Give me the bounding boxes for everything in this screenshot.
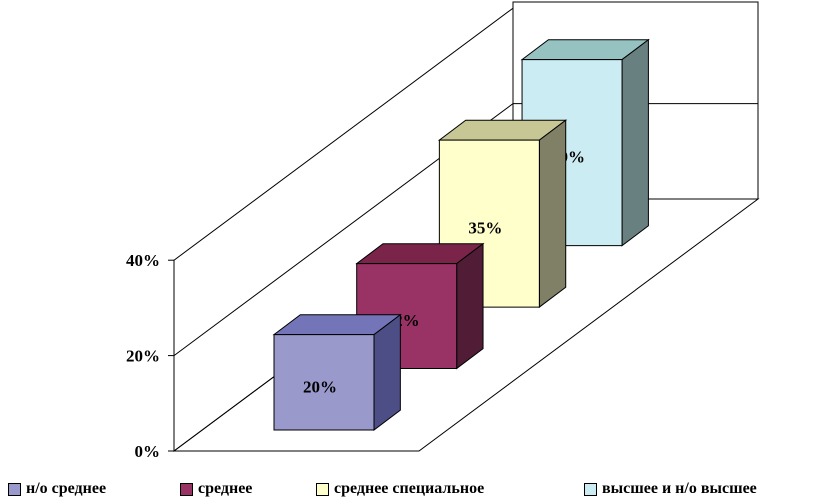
bar-chart-3d: 0% 20% 40% 39%35%22%20% [126,1,760,461]
legend-swatch [316,482,329,496]
bar-front [273,334,375,431]
back-wall [512,1,759,200]
legend-item: среднее [180,480,252,498]
legend-item: н/о среднее [8,480,106,498]
y-tick-label: 20% [126,347,160,366]
data-label: 35% [468,219,502,238]
legend-label: среднее специальное [334,480,485,497]
bar-side [538,119,567,309]
y-tick-label: 0% [135,442,161,461]
bar-side [373,313,401,432]
data-label: 20% [303,377,337,396]
legend-label: н/о среднее [26,480,107,497]
legend-item: среднее специальное [316,480,484,498]
legend-item: высшее и н/о высшее [584,480,757,498]
bars: 39%35%22%20% [272,38,650,432]
legend-label: высшее и н/о высшее [602,480,757,497]
legend-label: среднее [198,480,253,497]
legend-swatch [8,482,21,496]
y-axis: 0% 20% 40% [126,251,175,461]
bar-1: 20% [272,313,402,432]
gridline [173,103,758,357]
bar-side [621,38,649,247]
legend-swatch [584,482,597,496]
legend-swatch [180,482,193,496]
bar-side [456,242,484,370]
y-tick-label: 40% [126,251,160,270]
legend: н/о среднее среднее среднее специальное выс… [4,480,834,502]
